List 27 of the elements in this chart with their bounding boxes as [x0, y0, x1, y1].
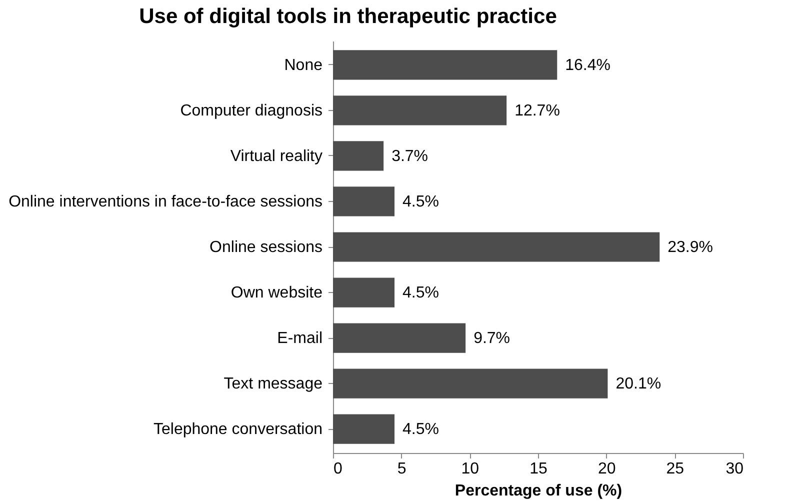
y-tick-label: Online sessions [210, 239, 322, 256]
data-label: 12.7% [514, 102, 560, 120]
data-label: 16.4% [565, 56, 611, 74]
data-label: 4.5% [402, 193, 439, 210]
data-label: 20.1% [616, 376, 662, 393]
y-tick-label: Virtual reality [230, 148, 322, 165]
y-tick-label: Computer diagnosis [180, 102, 322, 120]
x-tick-label: 30 [726, 460, 744, 478]
y-tick-label: E-mail [277, 330, 322, 348]
x-tick-label: 10 [461, 460, 480, 478]
y-tick-label: None [284, 56, 323, 74]
data-label: 23.9% [668, 239, 714, 256]
y-tick-label: Online interventions in face-to-face sessions [8, 193, 322, 210]
y-tick-label: Text message [224, 376, 323, 393]
x-axis-title: Percentage of use (%) [454, 482, 622, 500]
x-tick-label: 20 [598, 460, 616, 478]
x-tick-label: 25 [666, 460, 684, 478]
x-tick-label: 15 [530, 460, 548, 478]
y-tick-label: Own website [230, 284, 323, 302]
x-tick-label: 0 [334, 460, 342, 478]
y-tick-label: Telephone conversation [153, 421, 322, 438]
chart-title: Use of digital tools in therapeutic practice [139, 5, 557, 28]
data-label: 9.7% [474, 330, 510, 348]
data-label: 4.5% [402, 421, 439, 438]
data-label: 4.5% [402, 284, 439, 302]
data-label: 3.7% [392, 148, 428, 165]
x-tick-label: 5 [397, 460, 406, 478]
